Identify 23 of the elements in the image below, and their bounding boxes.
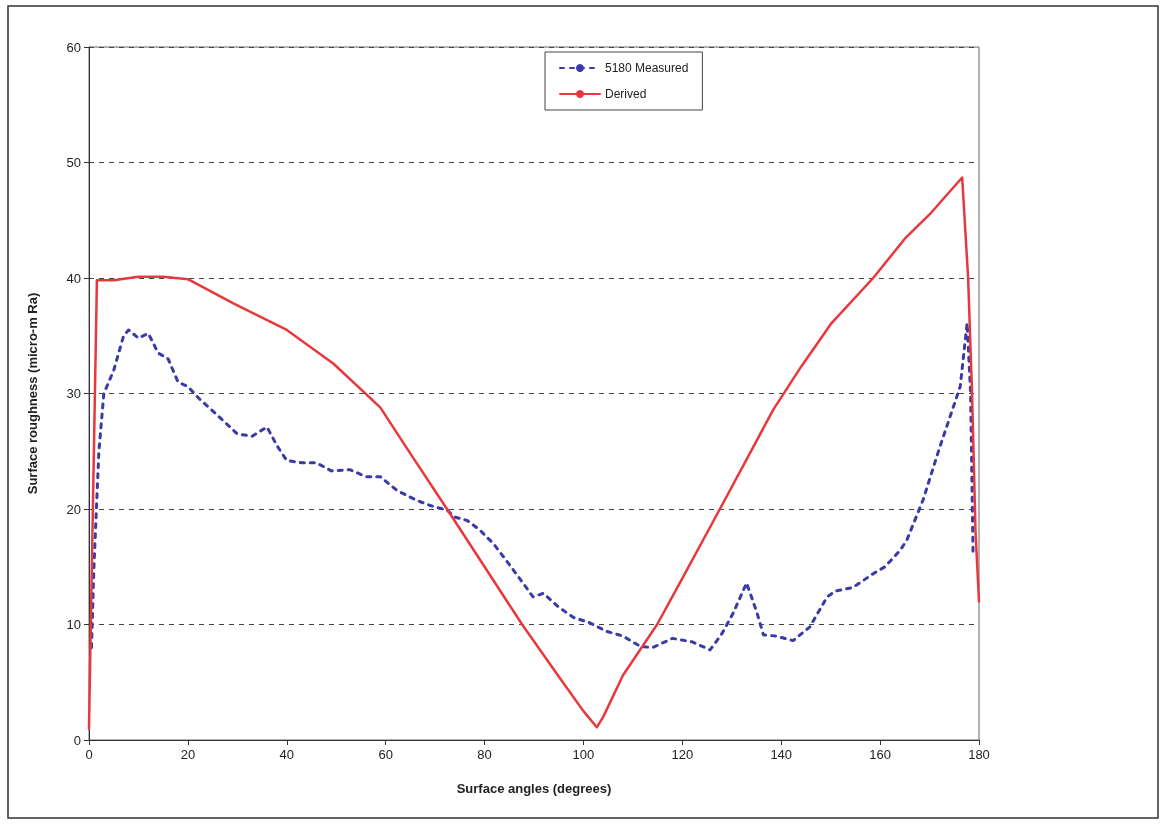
y-tick-label: 50 <box>66 155 81 170</box>
x-tick-label: 140 <box>770 747 793 762</box>
y-tick-label: 10 <box>66 617 81 632</box>
x-tick-label: 20 <box>180 747 196 762</box>
y-axis-title: Surface roughness (micro-m Ra) <box>25 292 40 495</box>
x-tick-label: 180 <box>968 747 990 762</box>
x-axis-title: Surface angles (degrees) <box>456 781 612 796</box>
x-tick-label: 80 <box>477 747 492 762</box>
x-tick-label: 100 <box>572 747 595 762</box>
y-tick-label: 30 <box>66 386 81 401</box>
line-series <box>87 176 981 730</box>
x-tick-label: 40 <box>279 747 295 762</box>
y-tick-label: 20 <box>66 501 81 517</box>
x-tick-label: 0 <box>85 747 93 762</box>
line-series <box>89 321 975 652</box>
y-tick-label: 0 <box>73 732 81 748</box>
y-tick-label: 60 <box>66 39 81 55</box>
x-tick-label: 60 <box>378 747 393 762</box>
x-tick-label: 120 <box>671 747 694 762</box>
legend-label: 5180 Measured <box>605 61 689 75</box>
y-tick-label: 40 <box>66 270 81 286</box>
x-tick-label: 160 <box>869 747 891 762</box>
legend-label: Derived <box>605 87 647 101</box>
